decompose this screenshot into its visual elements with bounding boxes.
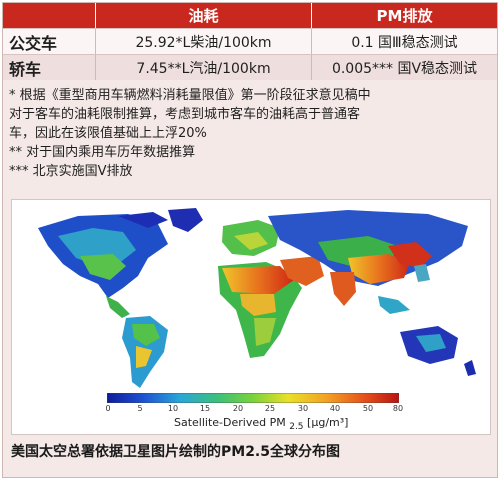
table-row: 轿车 7.45**L汽油/100km 0.005*** 国Ⅴ稳态测试 [3,54,497,80]
colorbar-unit: [μg/m³] [307,416,349,429]
footnote-1-line-2: 对于客车的油耗限制推算，考虑到城市客车的油耗高于普通客 [9,107,361,122]
colorbar-tick: 25 [264,404,276,413]
table-header-row: 油耗 PM排放 [3,3,497,28]
row-fuel: 7.45**L汽油/100km [95,55,311,80]
row-vehicle: 公交车 [9,33,58,53]
footnotes: * 根据《重型商用车辆燃料消耗量限值》第一阶段征求意见稿中 对于客车的油耗限制推… [9,86,495,181]
footnote-1-line-1: * 根据《重型商用车辆燃料消耗量限值》第一阶段征求意见稿中 [9,88,371,103]
colorbar-tick: 50 [362,404,374,413]
row-vehicle: 轿车 [9,59,42,79]
page: 油耗 PM排放 公交车 25.92*L柴油/100km 0.1 国Ⅲ稳态测试 轿… [2,2,498,478]
row-fuel: 25.92*L柴油/100km [95,29,311,54]
footnote-1-line-3: 车，因此在该限值基础上上浮20% [9,126,207,141]
colorbar-tick: 5 [137,404,143,413]
colorbar-title-text: Satellite-Derived PM [174,416,286,429]
colorbar-tick: 20 [232,404,244,413]
figure-caption: 美国太空总署依据卫星图片绘制的PM2.5全球分布图 [11,444,340,460]
colorbar [107,393,399,403]
colorbar-tick: 30 [297,404,309,413]
colorbar-title-sub: 2.5 [289,422,304,433]
colorbar-title: Satellite-Derived PM 2.5 [μg/m³] [174,416,348,432]
footnote-2: ** 对于国内乘用车历年数据推算 [9,145,196,160]
header-fuel: 油耗 [95,3,311,28]
header-pm: PM排放 [311,3,497,28]
world-pm25-map [18,206,484,392]
greenland-shape [168,208,203,232]
emission-table: 油耗 PM排放 公交车 25.92*L柴油/100km 0.1 国Ⅲ稳态测试 轿… [3,3,497,80]
pm25-map-figure: 0 5 10 15 20 25 30 40 50 80 Satellite-De… [11,199,491,435]
colorbar-tick: 15 [199,404,211,413]
row-pm: 0.1 国Ⅲ稳态测试 [311,29,497,54]
footnote-3: *** 北京实施国Ⅴ排放 [9,164,133,179]
india-shape [330,272,356,306]
colorbar-tick: 10 [167,404,179,413]
row-pm: 0.005*** 国Ⅴ稳态测试 [311,55,497,80]
colorbar-tick: 0 [105,404,111,413]
colorbar-tick: 40 [329,404,341,413]
colorbar-tick: 80 [392,404,404,413]
table-row: 公交车 25.92*L柴油/100km 0.1 国Ⅲ稳态测试 [3,28,497,54]
